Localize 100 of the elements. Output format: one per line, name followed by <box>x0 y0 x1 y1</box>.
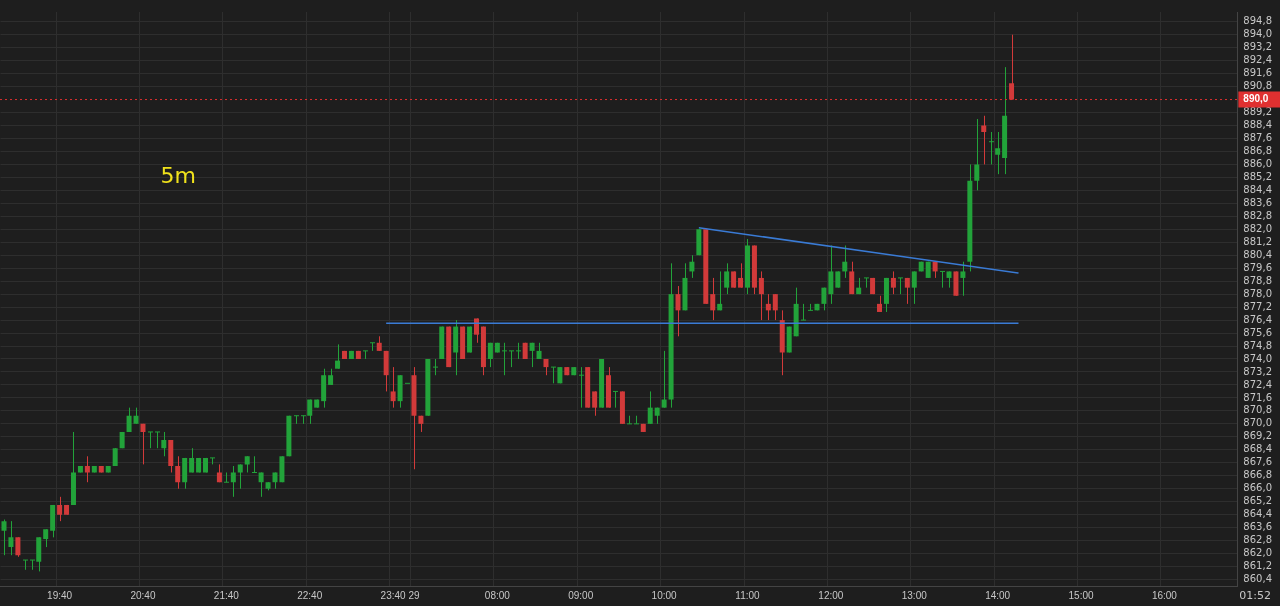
candlestick <box>237 463 243 490</box>
candlestick <box>807 303 814 311</box>
y-tick-label: 881,2 <box>1243 235 1273 247</box>
y-tick-label: 863,6 <box>1243 521 1273 533</box>
candlestick <box>758 270 764 321</box>
candlestick <box>230 465 236 498</box>
y-tick-label: 884,4 <box>1243 183 1273 195</box>
candlestick <box>84 455 90 483</box>
candlestick <box>474 317 480 344</box>
y-tick-label: 862,8 <box>1243 534 1273 546</box>
y-tick-label: 870,0 <box>1243 417 1273 429</box>
candlestick <box>995 131 1001 175</box>
candlestick <box>800 303 807 321</box>
candlestick <box>8 520 14 556</box>
x-tick-label: 10:00 <box>651 589 678 601</box>
y-tick-label: 876,4 <box>1243 313 1273 325</box>
candlestick <box>772 293 778 321</box>
y-tick-label: 874,0 <box>1243 352 1273 364</box>
candlestick <box>911 270 917 305</box>
candlestick <box>293 415 300 425</box>
y-tick-label: 861,2 <box>1243 560 1273 572</box>
candlestick <box>675 285 681 337</box>
y-tick-label: 892,4 <box>1243 54 1273 66</box>
y-tick-label: 875,6 <box>1243 326 1273 338</box>
candlestick <box>689 254 695 279</box>
candlestick <box>487 342 493 368</box>
y-tick-label: 868,4 <box>1243 443 1273 455</box>
candlestick <box>147 431 154 449</box>
candlestick <box>126 407 132 433</box>
x-tick-label: 23:40 <box>380 589 407 601</box>
y-tick-label: 866,8 <box>1243 469 1273 481</box>
x-tick-label: 16:00 <box>1151 589 1178 601</box>
candlestick <box>981 115 987 165</box>
x-tick-label: 22:40 <box>297 589 323 601</box>
candlestick <box>939 270 946 289</box>
y-tick-label: 894,8 <box>1243 15 1273 27</box>
candlestick <box>335 343 341 370</box>
candlestick <box>258 472 264 498</box>
candlestick <box>863 277 870 289</box>
candlestick <box>251 455 258 473</box>
candlestick <box>897 277 904 295</box>
y-tick-label: 886,8 <box>1243 145 1273 157</box>
y-tick-label: 864,4 <box>1243 508 1273 520</box>
y-tick-label: 867,6 <box>1243 456 1273 468</box>
y-tick-label: 862,0 <box>1243 547 1273 559</box>
y-tick-label: 882,0 <box>1243 222 1273 234</box>
y-tick-label: 860,4 <box>1243 573 1273 585</box>
candlestick <box>1 519 7 556</box>
y-tick-label: 870,8 <box>1243 404 1273 416</box>
y-tick-label: 873,2 <box>1243 365 1273 377</box>
candlestick <box>57 496 63 522</box>
x-tick-label: 12:00 <box>818 589 844 601</box>
candlestick <box>738 262 744 289</box>
annotation: 5m <box>160 162 196 188</box>
y-tick-label: 878,8 <box>1243 274 1273 286</box>
y-tick-label: 893,2 <box>1243 41 1273 53</box>
candlestick <box>592 390 598 417</box>
ref-line-label: 890,0 <box>1243 93 1269 105</box>
candlestick <box>904 277 910 305</box>
y-tick-label: 879,6 <box>1243 261 1273 273</box>
x-tick-label: 29 <box>408 589 420 601</box>
candlestick <box>390 366 396 409</box>
candlestick <box>960 261 966 297</box>
x-tick-label: 19:40 <box>47 589 73 601</box>
candlestick <box>724 262 730 295</box>
x-tick-label: 20:40 <box>130 589 156 601</box>
x-tick-label: 14:00 <box>985 589 1011 601</box>
y-tick-label: 883,6 <box>1243 196 1273 208</box>
y-tick-label: 888,4 <box>1243 119 1273 131</box>
candlestick <box>842 244 848 279</box>
candlestick <box>828 244 834 305</box>
candlestick <box>15 536 21 558</box>
candlestick <box>154 431 161 449</box>
y-tick-label: 866,0 <box>1243 482 1273 494</box>
text: 01:52 <box>1239 588 1272 602</box>
candlestick <box>710 277 716 321</box>
candlestick <box>529 342 535 368</box>
candlestick <box>717 270 723 311</box>
y-tick-label: 890,8 <box>1243 80 1273 92</box>
y-tick-label: 894,0 <box>1243 28 1273 40</box>
candlestick <box>765 293 771 321</box>
y-tick-label: 880,4 <box>1243 248 1273 260</box>
y-tick-label: 886,0 <box>1243 158 1273 170</box>
candlestick <box>1009 34 1015 101</box>
candlestick <box>890 270 896 295</box>
y-tick-label: 869,2 <box>1243 430 1273 442</box>
candlestick <box>849 261 855 295</box>
y-tick-label: 874,8 <box>1243 339 1273 351</box>
x-tick-label: 13:00 <box>901 589 928 601</box>
y-tick-label: 889,2 <box>1243 106 1273 118</box>
y-tick-label: 877,2 <box>1243 300 1273 312</box>
x-tick-label: 21:40 <box>213 589 240 601</box>
x-tick-label: 15:00 <box>1068 589 1094 601</box>
candlestick <box>140 423 146 465</box>
candlestick <box>612 390 619 409</box>
candlestick <box>501 342 508 376</box>
candlestick <box>974 118 980 191</box>
y-tick-label: 891,6 <box>1243 67 1273 79</box>
candlestick <box>223 472 230 483</box>
candlestick <box>988 131 995 165</box>
